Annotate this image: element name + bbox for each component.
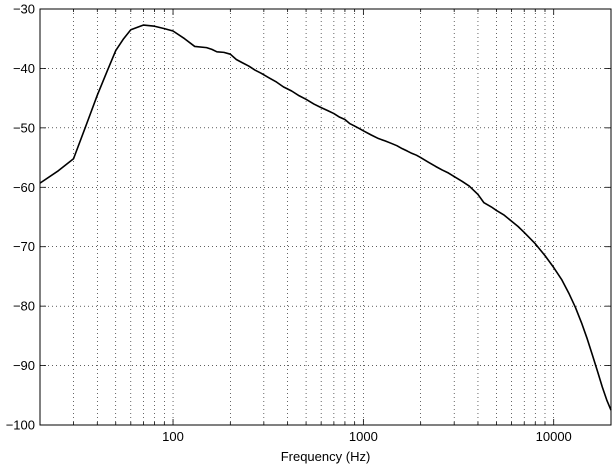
series-line	[39, 24, 612, 411]
y-tick-label: −70	[13, 239, 35, 254]
axis-ticks	[40, 8, 611, 426]
tick-labels: 100 1000 10000 −100 −90 −80 −70 −60 −50 −40 −30	[6, 2, 572, 445]
x-tick-label: 1000	[349, 429, 378, 444]
grid	[40, 9, 611, 425]
y-tick-label: −100	[6, 418, 35, 433]
x-axis-label: Frequency (Hz)	[281, 449, 371, 464]
y-tick-label: −90	[13, 358, 35, 373]
y-tick-label: −40	[13, 61, 35, 76]
plot-area-frame	[39, 8, 612, 426]
y-tick-label: −60	[13, 180, 35, 195]
y-tick-label: −30	[13, 2, 35, 17]
x-tick-label: 100	[162, 429, 184, 444]
y-tick-label: −80	[13, 299, 35, 314]
x-tick-label: 10000	[536, 429, 572, 444]
y-tick-label: −50	[13, 120, 35, 135]
